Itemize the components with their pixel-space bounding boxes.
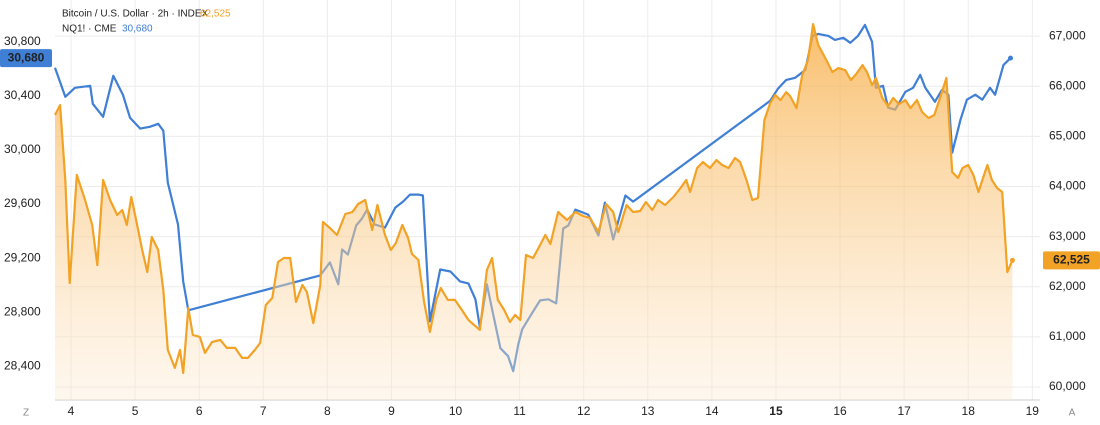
y2-tick-label: 64,000 — [1049, 179, 1086, 193]
y-tick-label: 30,000 — [4, 142, 41, 156]
y-tick-label: 30,400 — [4, 88, 41, 102]
last-value-badge — [0, 49, 52, 68]
last-value-label: 30,680 — [8, 50, 45, 64]
x-tick-label: 15 — [769, 404, 783, 418]
zoom-button[interactable]: Z — [23, 408, 29, 419]
x-tick-label: 4 — [68, 404, 75, 418]
y-tick-label: 28,800 — [4, 304, 41, 318]
line — [54, 23, 1014, 374]
y2-tick-label: 61,000 — [1049, 329, 1086, 343]
x-tick-label: 10 — [449, 404, 463, 418]
y-tick-label: 29,600 — [4, 196, 41, 210]
x-tick-label: 5 — [132, 404, 139, 418]
auto-scale-button[interactable]: A — [1069, 408, 1076, 419]
y-tick-label: 29,200 — [4, 250, 41, 264]
x-tick-label: 19 — [1026, 404, 1040, 418]
x-tick-label: 9 — [388, 404, 395, 418]
y-tick-label: 28,400 — [4, 358, 41, 372]
legend-entry: NQ1! · CME — [62, 24, 117, 35]
x-tick-label: 16 — [833, 404, 847, 418]
legend-entry: Bitcoin / U.S. Dollar · 2h · INDEX — [62, 9, 208, 20]
y2-tick-label: 63,000 — [1049, 229, 1086, 243]
x-tick-label: 18 — [962, 404, 976, 418]
x-tick-label: 17 — [897, 404, 911, 418]
x-tick-label: 13 — [641, 404, 655, 418]
y2-tick-label: 62,000 — [1049, 279, 1086, 293]
x-tick-label: 14 — [705, 404, 719, 418]
y2-tick-label: 60,000 — [1049, 379, 1086, 393]
x-tick-label: 11 — [513, 404, 526, 418]
x-tick-label: 6 — [196, 404, 203, 418]
y2-tick-label: 67,000 — [1049, 28, 1086, 42]
area — [55, 24, 1013, 400]
y-tick-label: 30,800 — [4, 34, 41, 48]
last-value-label: 62,525 — [1053, 253, 1090, 267]
x-tick-label: 7 — [260, 404, 267, 418]
last-point — [1008, 55, 1014, 61]
x-tick-label: 12 — [577, 404, 591, 418]
y2-tick-label: 65,000 — [1049, 129, 1086, 143]
x-tick-label: 8 — [324, 404, 331, 418]
y2-tick-label: 66,000 — [1049, 78, 1086, 92]
legend-value: 30,680 — [122, 24, 153, 35]
legend-value: 62,525 — [200, 9, 231, 20]
last-value-badge — [1043, 251, 1100, 270]
last-point — [1009, 257, 1015, 263]
